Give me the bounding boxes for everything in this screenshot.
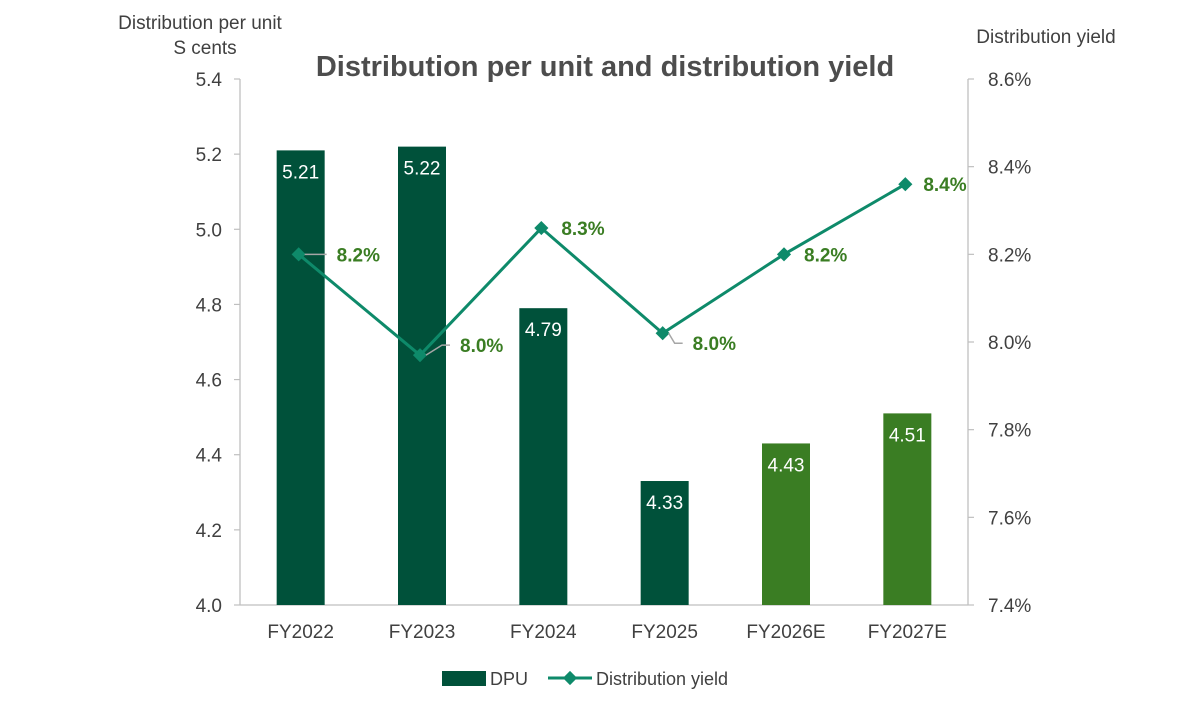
x-tick-label: FY2024 — [510, 622, 577, 643]
yield-labels: 8.2% 8.0% 8.3% 8.0% 8.2% 8.4% — [304, 175, 967, 357]
yield-marker — [655, 326, 670, 341]
dpu-bar-labels: 5.21 5.22 4.79 4.33 4.43 4.51 — [282, 159, 926, 514]
right-axis-ticks: 7.4% 7.6% 7.8% 8.0% 8.2% 8.4% 8.6% — [968, 70, 1031, 617]
legend-swatch-dpu — [442, 671, 486, 686]
right-tick-label: 8.0% — [988, 333, 1031, 354]
yield-label: 8.2% — [337, 245, 380, 266]
left-tick-label: 4.0 — [196, 596, 222, 617]
legend-swatch-yield-marker — [562, 670, 578, 686]
dpu-bar-label: 4.33 — [646, 493, 683, 514]
dpu-bar — [398, 146, 446, 605]
dpu-bar-label: 5.21 — [282, 162, 319, 183]
y-axis-label-line1: Distribution per unit — [118, 13, 282, 34]
x-axis-ticks: FY2022 FY2023 FY2024 FY2025 FY2026E FY2027E — [267, 622, 947, 643]
yield-marker — [776, 247, 792, 262]
legend-label-yield: Distribution yield — [596, 669, 728, 689]
dpu-bar-label: 4.79 — [525, 320, 562, 341]
yield-marker — [534, 220, 549, 236]
left-tick-label: 4.6 — [196, 371, 222, 392]
right-tick-label: 7.4% — [988, 596, 1031, 617]
dpu-bar — [762, 443, 810, 605]
legend: DPU Distribution yield — [442, 669, 728, 689]
dpu-bar — [276, 150, 325, 605]
x-tick-label: FY2022 — [267, 622, 334, 643]
dpu-bar-label: 4.51 — [889, 425, 926, 446]
yield-marker — [412, 348, 428, 363]
yield-marker — [898, 177, 913, 192]
yield-label: 8.2% — [804, 245, 847, 266]
dpu-bar-label: 5.22 — [404, 159, 441, 180]
yield-marker — [291, 247, 306, 262]
dpu-bar — [883, 413, 932, 605]
right-tick-label: 8.4% — [988, 158, 1031, 179]
right-tick-label: 8.2% — [988, 245, 1031, 266]
x-tick-label: FY2027E — [868, 622, 947, 643]
yield-line-series — [291, 177, 913, 363]
x-tick-label: FY2026E — [746, 622, 825, 643]
right-tick-label: 7.8% — [988, 421, 1031, 442]
yield-label: 8.4% — [923, 175, 966, 196]
yield-label: 8.3% — [561, 219, 604, 240]
left-tick-label: 4.2 — [196, 521, 222, 542]
yield-leader-line — [668, 332, 683, 344]
y-axis-label-line2: S cents — [173, 38, 236, 59]
dpu-bars — [276, 146, 932, 605]
yield-leader-line — [425, 344, 450, 356]
right-tick-label: 8.6% — [988, 70, 1031, 91]
yield-label: 8.0% — [460, 336, 503, 357]
yield-label: 8.0% — [693, 334, 736, 355]
legend-label-dpu: DPU — [490, 669, 528, 689]
y2-axis-label: Distribution yield — [976, 27, 1115, 48]
left-axis-ticks: 4.0 4.2 4.4 4.6 4.8 5.0 5.2 5.4 — [196, 70, 240, 617]
left-tick-label: 5.2 — [196, 145, 222, 166]
yield-line — [297, 182, 907, 358]
left-tick-label: 5.0 — [196, 220, 222, 241]
dpu-bar — [519, 308, 568, 605]
right-tick-label: 7.6% — [988, 508, 1031, 529]
chart-title: Distribution per unit and distribution y… — [316, 51, 894, 83]
x-tick-label: FY2025 — [631, 622, 698, 643]
dpu-bar-label: 4.43 — [768, 455, 805, 476]
left-tick-label: 5.4 — [196, 70, 223, 91]
dpu-bar — [640, 481, 689, 605]
x-tick-label: FY2023 — [389, 622, 456, 643]
left-tick-label: 4.8 — [196, 295, 222, 316]
left-tick-label: 4.4 — [196, 446, 223, 467]
